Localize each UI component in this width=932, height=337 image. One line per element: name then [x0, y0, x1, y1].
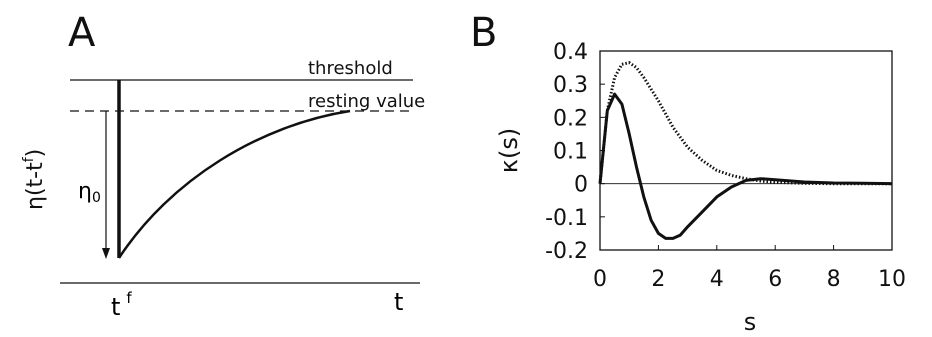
- y-tick-label: 0.4: [553, 40, 588, 65]
- x-axis-label: s: [744, 308, 757, 336]
- y-tick-label: 0.2: [553, 106, 588, 131]
- plot-frame: [599, 50, 893, 251]
- threshold-label: threshold: [308, 58, 393, 79]
- panel-b: B 0 2 4 6 8 10 0.4 0.3 0.2 0.1 0 -0.1 -0.2 s κ(s): [470, 10, 906, 336]
- panel-a-ylabel: η(t-tf): [21, 149, 48, 210]
- x-tick-label: 4: [710, 267, 724, 292]
- x-tick-label: 2: [651, 267, 665, 292]
- x-tick-label: 8: [827, 267, 841, 292]
- y-axis-label: κ(s): [495, 128, 523, 173]
- x-tick-label: 0: [593, 267, 607, 292]
- t-label: t: [394, 288, 403, 316]
- x-tick-label: 10: [878, 267, 906, 292]
- resting-value-label: resting value: [308, 91, 425, 112]
- y-tick-label: -0.1: [545, 206, 588, 231]
- y-tick-label: 0.1: [553, 140, 588, 165]
- x-tick-label: 6: [768, 267, 782, 292]
- dotted-series-line: [598, 61, 892, 186]
- eta0-label: η0: [78, 179, 101, 206]
- y-tick-label: 0: [574, 173, 588, 198]
- panel-b-letter: B: [470, 10, 497, 56]
- kernel-chart: 0 2 4 6 8 10 0.4 0.3 0.2 0.1 0 -0.1 -0.2 s κ(s): [495, 40, 906, 336]
- panel-a-letter: A: [68, 10, 96, 56]
- eta0-arrow-head: [102, 248, 110, 259]
- y-tick-label: -0.2: [545, 239, 588, 264]
- recovery-curve: [117, 109, 351, 259]
- y-tick-label: 0.3: [553, 73, 588, 98]
- solid-series-line: [598, 92, 893, 240]
